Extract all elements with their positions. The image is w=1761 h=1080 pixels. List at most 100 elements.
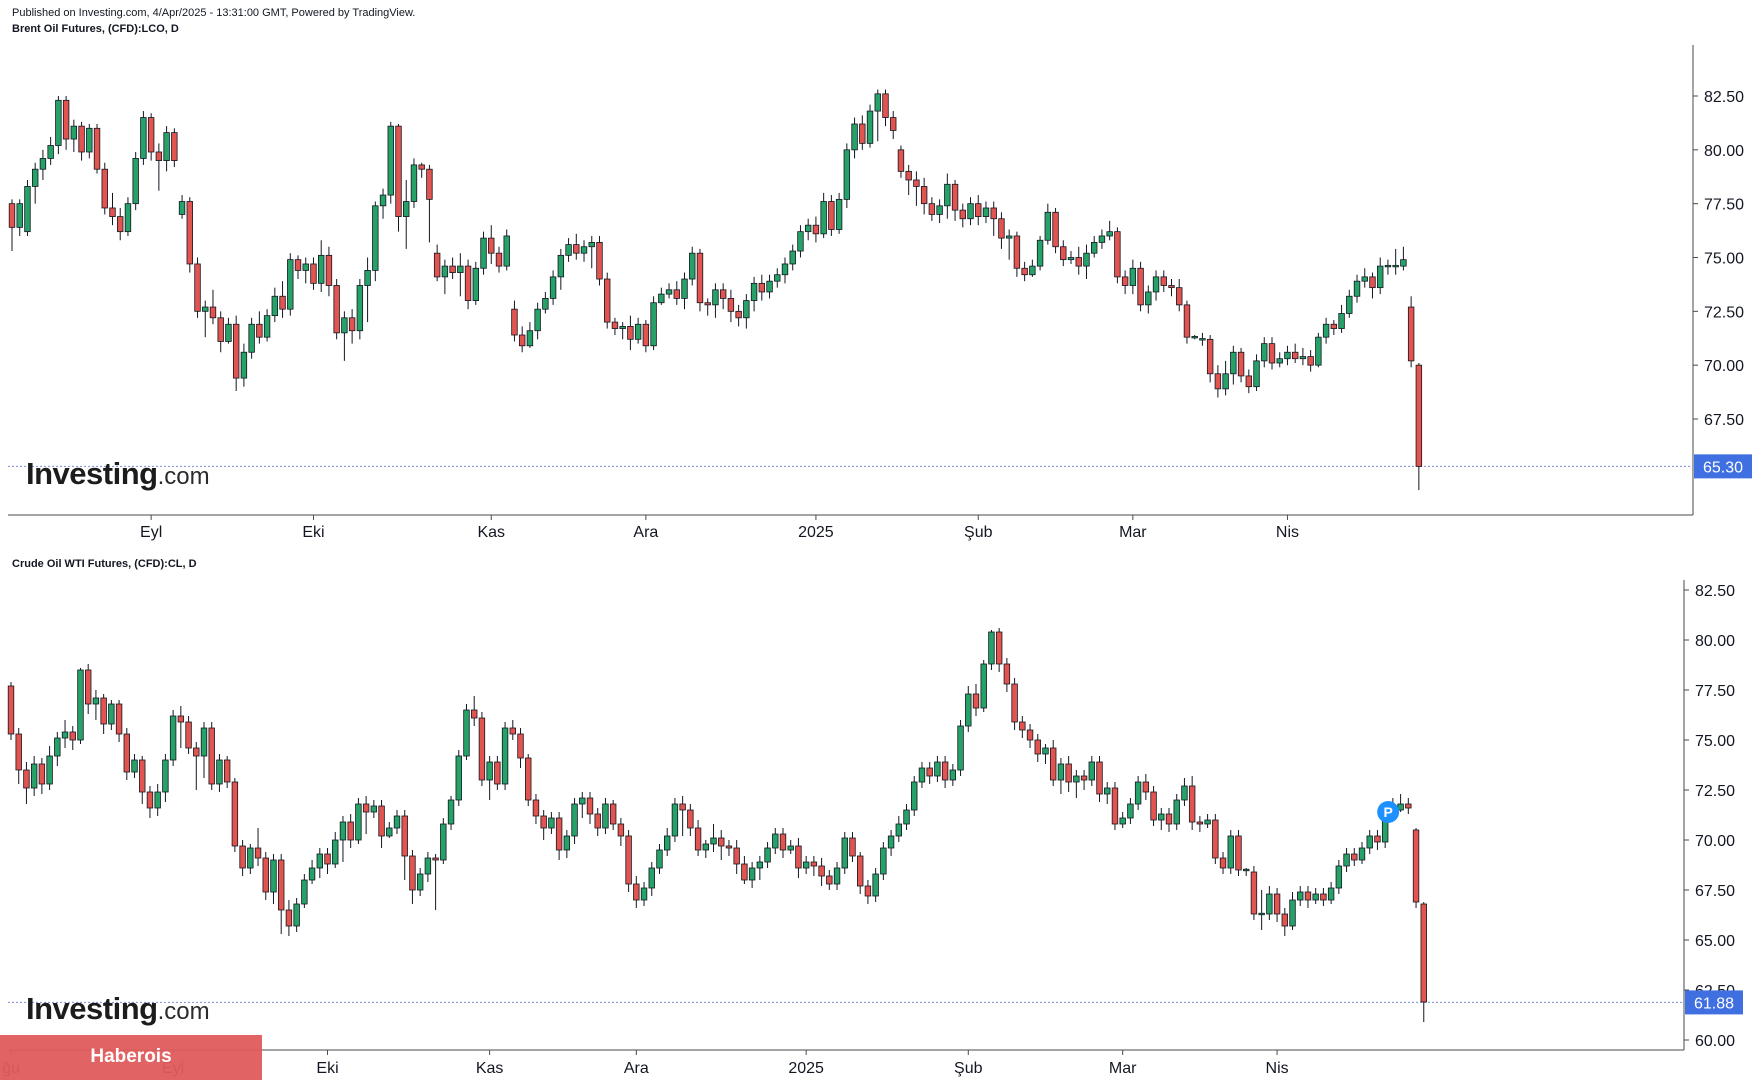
candle (1176, 279, 1183, 312)
candle-body (1227, 835, 1234, 869)
candle (163, 126, 170, 172)
candle (1114, 227, 1121, 284)
candle (262, 852, 269, 900)
candle-body (1091, 242, 1098, 254)
x-tick-label: Şub (954, 1060, 983, 1077)
candle (7, 682, 15, 740)
candle (555, 812, 563, 860)
candle (216, 754, 223, 792)
x-tick-label: 2025 (788, 1060, 824, 1077)
candle (1005, 229, 1013, 260)
candle (797, 225, 804, 258)
candle-body (843, 149, 851, 200)
candle (542, 291, 549, 314)
candle-body (648, 867, 655, 889)
candle-body (727, 298, 735, 312)
candle-body (928, 203, 936, 215)
candle-body (154, 791, 161, 809)
candle (781, 257, 789, 284)
candle-body (418, 164, 425, 170)
candle (85, 664, 92, 714)
candle-body (571, 803, 578, 837)
candle-body (1121, 276, 1129, 286)
x-tick-label: Eyl (140, 524, 162, 541)
candle-body (248, 323, 255, 353)
candle-body (1214, 373, 1222, 390)
candle (1412, 828, 1420, 908)
candle-body (356, 285, 364, 332)
candle (640, 882, 648, 906)
candle-body (23, 769, 30, 789)
candle (1199, 332, 1206, 346)
candle-body (324, 853, 331, 865)
candle (866, 104, 874, 148)
candle (642, 319, 650, 353)
x-tick-label: Kas (477, 524, 505, 541)
y-tick-label: 72.50 (1695, 783, 1735, 800)
candle (774, 268, 781, 288)
candle (517, 728, 524, 768)
candle (789, 244, 796, 271)
candle-body (464, 265, 472, 301)
candle (1315, 332, 1322, 368)
candle-body (975, 203, 982, 217)
candle-body (594, 813, 601, 829)
candle-body (38, 763, 46, 785)
candle (424, 852, 432, 882)
candle (841, 832, 848, 874)
candle-body (339, 821, 347, 841)
candle (1407, 296, 1415, 368)
candle (872, 868, 879, 902)
candle-body (1258, 912, 1265, 916)
candle-body (1050, 747, 1057, 781)
candle-body (85, 669, 92, 705)
candle-body (934, 761, 941, 777)
candle-body (1276, 358, 1283, 364)
candle (140, 111, 147, 165)
candle (957, 720, 964, 776)
candle (1297, 886, 1304, 906)
candle-body (495, 252, 503, 267)
candle (46, 746, 53, 790)
candle (1034, 734, 1041, 762)
candle (926, 762, 933, 784)
candle-body (642, 323, 650, 347)
candle-body (1343, 853, 1350, 867)
candle-body (820, 201, 827, 235)
candle (410, 158, 418, 208)
candle (826, 870, 833, 890)
candle (308, 860, 316, 884)
candle-body (1011, 683, 1018, 723)
candle-body (743, 300, 750, 319)
candle (440, 818, 447, 864)
candle-body (416, 873, 424, 891)
candle (1134, 776, 1142, 810)
candle-body (980, 663, 987, 709)
candle (936, 199, 943, 224)
candle (944, 173, 951, 219)
candle-body (1273, 893, 1281, 915)
candle-body (864, 885, 872, 897)
candle-body (202, 306, 209, 312)
candle (880, 842, 887, 880)
candle-body (887, 835, 895, 849)
candle (287, 253, 294, 316)
candle-body (1346, 295, 1353, 314)
candle-body (920, 186, 928, 205)
candle-body (689, 252, 696, 280)
candle-body (557, 254, 565, 278)
candle (903, 804, 910, 830)
candle-body (1127, 803, 1134, 819)
candle (1307, 350, 1314, 372)
candle (1327, 882, 1335, 904)
candle-body (1261, 343, 1268, 362)
candle-body (403, 201, 410, 217)
candle (795, 838, 802, 878)
y-tick-label: 77.50 (1695, 683, 1735, 700)
candle (401, 810, 408, 880)
x-tick-label: Nis (1276, 524, 1299, 541)
candle-body (1158, 813, 1165, 821)
candle-body (658, 293, 665, 304)
candle (812, 216, 820, 243)
candle-body (735, 310, 742, 319)
